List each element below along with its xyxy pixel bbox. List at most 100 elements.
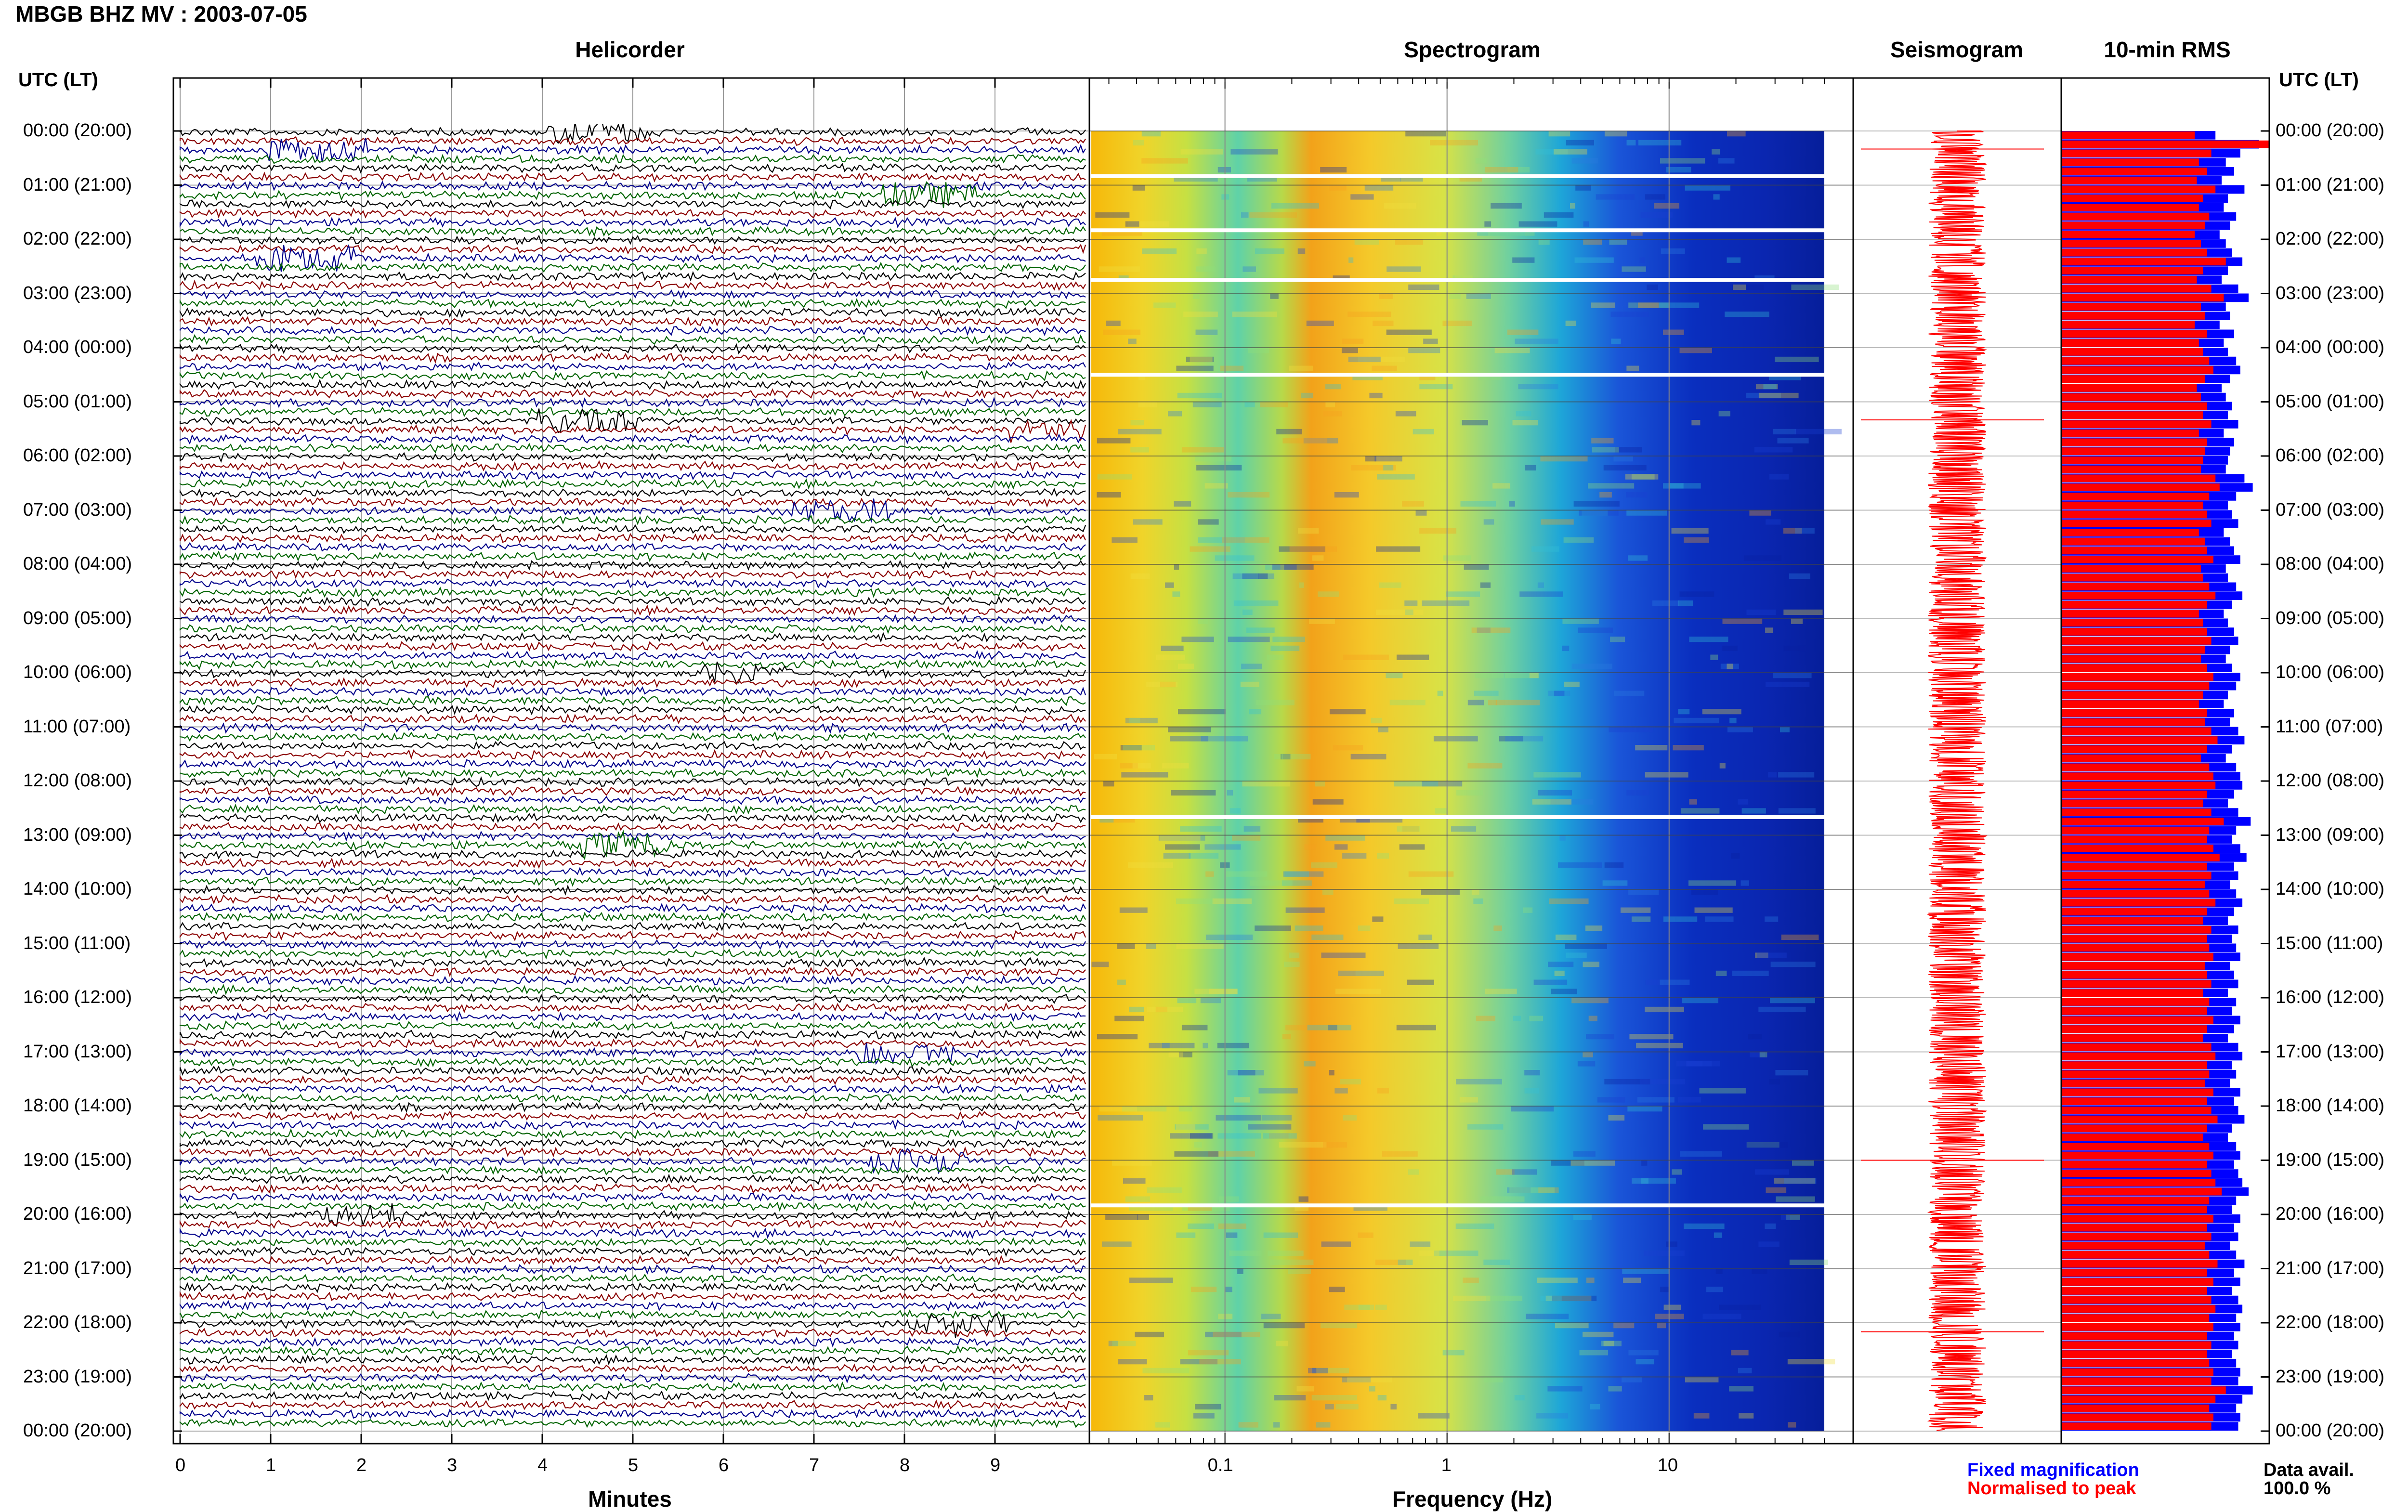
data-availability-label: Data avail. xyxy=(2264,1460,2354,1480)
spectrogram-speckle xyxy=(1371,717,1382,724)
spectrogram-speckle xyxy=(1325,1404,1334,1410)
spectrogram-speckle xyxy=(1205,1331,1242,1338)
spectrogram-speckle xyxy=(1442,1350,1465,1356)
spectrogram-speckle xyxy=(1329,709,1366,715)
helicorder-trace-row xyxy=(179,397,1086,408)
spectrogram-speckle xyxy=(1282,880,1312,886)
spectrogram-speckle xyxy=(1220,365,1243,371)
rms-bar-normalised xyxy=(2062,655,2201,663)
helicorder-trace-row xyxy=(179,1363,1086,1374)
spectrogram-speckle xyxy=(1201,736,1248,742)
spectrogram-speckle xyxy=(1611,339,1621,344)
rms-bar-normalised xyxy=(2062,926,2212,934)
spectrogram-speckle xyxy=(1492,483,1510,489)
helicorder-trace-row xyxy=(179,686,1086,697)
helicorder-trace-row xyxy=(179,1137,1086,1148)
spectrogram-speckle xyxy=(1647,284,1658,290)
page-title: MBGB BHZ MV : 2003-07-05 xyxy=(15,1,307,26)
minute-tick-label: 3 xyxy=(447,1455,458,1475)
spectrogram-speckle xyxy=(1631,230,1643,236)
spectrogram-speckle xyxy=(1181,637,1214,642)
spectrogram-speckle xyxy=(1463,1277,1479,1283)
spectrogram-speckle xyxy=(1135,1331,1165,1338)
helicorder-trace-row xyxy=(179,217,1086,228)
rms-bar-normalised xyxy=(2062,556,2213,563)
spectrogram-speckle xyxy=(1654,203,1679,209)
spectrogram-speckle xyxy=(1261,1115,1292,1121)
data-gap xyxy=(1089,373,1824,377)
spectrogram-speckle xyxy=(1559,835,1566,841)
spectrogram-speckle xyxy=(1129,717,1140,724)
helicorder-traces xyxy=(179,124,1086,1429)
rms-bar-normalised xyxy=(2062,971,2207,979)
spectrogram-speckle xyxy=(1746,392,1781,399)
helicorder-trace-row xyxy=(179,1328,1086,1338)
frequency-tick-label: 1 xyxy=(1441,1455,1452,1475)
helicorder-trace-row xyxy=(179,289,1086,300)
helicorder-trace-row xyxy=(179,921,1086,932)
rms-bar-normalised xyxy=(2062,393,2201,401)
spectrogram-speckle xyxy=(1673,745,1704,751)
spectrogram-speckle xyxy=(1103,781,1114,787)
spectrogram-speckle xyxy=(1563,537,1594,543)
spectrogram-speckle xyxy=(1529,1016,1544,1021)
panel-frame xyxy=(172,77,1090,1445)
spectrogram-speckle xyxy=(1512,420,1538,426)
rms-bar-normalised xyxy=(2062,989,2203,997)
spectrogram-speckle xyxy=(1125,1196,1151,1202)
spectrogram-speckle xyxy=(1149,1043,1195,1049)
spectrogram-speckle xyxy=(1570,203,1575,209)
spectrogram-speckle xyxy=(1419,375,1436,380)
spectrogram-speckle xyxy=(1754,1169,1789,1175)
spectrogram-speckle xyxy=(1232,312,1277,317)
spectrogram-speckle xyxy=(1718,411,1730,417)
spectrogram-speckle xyxy=(1196,465,1242,471)
rms-bar-normalised xyxy=(2062,1170,2212,1177)
spectrogram-speckle xyxy=(1713,194,1720,200)
spectrogram-speckle xyxy=(1552,1295,1597,1302)
rms-bar-normalised xyxy=(2062,1079,2205,1087)
rms-bar-normalised xyxy=(2062,285,2212,293)
spectrogram-speckle xyxy=(1780,1214,1790,1220)
spectrogram-speckle xyxy=(1155,1006,1167,1013)
spectrogram-speckle xyxy=(1566,952,1587,958)
spectrogram-speckle xyxy=(1198,519,1219,525)
spectrogram-speckle xyxy=(1763,384,1777,390)
spectrogram-speckle xyxy=(1758,1006,1806,1013)
minute-tick-label: 2 xyxy=(356,1455,367,1475)
spectrogram-speckle xyxy=(1402,501,1424,507)
rms-bar-normalised xyxy=(2062,1187,2222,1196)
spectrogram-speckle xyxy=(1316,1422,1331,1428)
spectrogram-speckle xyxy=(1375,1259,1406,1265)
spectrogram-speckle xyxy=(1198,537,1245,543)
spectrogram-speckle xyxy=(1407,979,1434,985)
spectrogram-speckle xyxy=(1631,916,1651,922)
time-label-right: 10:00 (06:00) xyxy=(2276,662,2385,682)
spectrogram-speckle xyxy=(1591,438,1614,443)
helicorder-trace-row xyxy=(179,650,1086,661)
spectrogram-speckle xyxy=(1260,402,1288,407)
spectrogram-speckle xyxy=(1249,709,1261,715)
seismogram-line xyxy=(1926,130,1988,1432)
helicorder-trace-row xyxy=(179,550,1086,562)
time-label-left: 20:00 (16:00) xyxy=(23,1204,132,1224)
spectrogram-speckle xyxy=(1114,1016,1144,1021)
rms-bar-normalised xyxy=(2062,1314,2210,1322)
spectrogram-speckle xyxy=(1242,573,1259,579)
spectrogram-speckle xyxy=(1174,501,1191,507)
spectrogram-speckle xyxy=(1099,817,1135,823)
spectrogram-speckle xyxy=(1105,1214,1139,1220)
spectrogram-speckle xyxy=(1459,176,1482,182)
spectrogram-speckle xyxy=(1338,970,1384,977)
helicorder-trace-row xyxy=(179,731,1086,742)
spectrogram-speckle xyxy=(1180,149,1223,155)
time-label-left: 07:00 (03:00) xyxy=(23,499,132,520)
spectrogram-speckle xyxy=(1755,384,1778,390)
helicorder-trace-row xyxy=(179,1300,1086,1312)
helicorder-trace-row xyxy=(179,226,1086,237)
spectrogram-speckle xyxy=(1222,537,1269,543)
spectrogram-speckle xyxy=(1455,1223,1494,1229)
time-label-right: 01:00 (21:00) xyxy=(2276,174,2385,195)
rms-bar-normalised xyxy=(2062,493,2210,500)
spectrogram-speckle xyxy=(1204,844,1241,850)
